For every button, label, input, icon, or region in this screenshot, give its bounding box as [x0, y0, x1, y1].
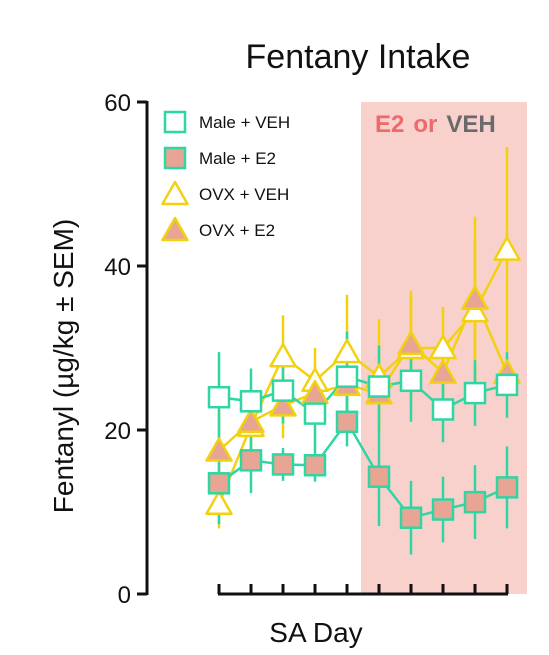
- legend-label-male-veh: Male + VEH: [199, 113, 290, 132]
- data-point-male-e2: [271, 453, 295, 476]
- data-point-male-e2: [367, 465, 391, 488]
- y-tick-label: 60: [104, 90, 131, 117]
- data-point-male-veh: [207, 385, 231, 409]
- series-lines: [217, 249, 509, 520]
- series-line-male-e2: [218, 419, 508, 520]
- data-point-male-e2: [431, 498, 455, 521]
- band-label: E2 or VEH: [375, 111, 496, 138]
- legend: Male + VEH Male + E2 OVX + VEH OVX + E2: [161, 110, 290, 242]
- y-axis-label: Fentanyl (µg/kg ± SEM): [48, 219, 79, 513]
- data-point-male-e2: [495, 476, 519, 499]
- data-point-male-e2: [239, 449, 263, 472]
- data-markers: [205, 236, 521, 529]
- data-point-male-veh: [335, 365, 359, 388]
- series-line-male-veh: [218, 375, 508, 416]
- axes: 0 20 40 60: [104, 90, 509, 609]
- data-point-male-veh: [239, 390, 263, 413]
- series-line-ovx-veh: [217, 249, 509, 505]
- series-line-ovx-e2: [218, 295, 509, 452]
- data-point-male-veh: [463, 381, 487, 405]
- data-point-ovx-veh: [429, 334, 457, 360]
- data-point-ovx-e2: [237, 408, 265, 434]
- data-point-male-e2: [303, 454, 327, 477]
- data-point-ovx-e2: [397, 330, 425, 356]
- legend-label-ovx-e2: OVX + E2: [199, 221, 275, 240]
- data-point-ovx-e2: [269, 392, 297, 417]
- data-point-male-veh: [367, 375, 391, 398]
- data-point-ovx-e2: [429, 359, 457, 384]
- data-point-male-e2: [207, 472, 231, 495]
- band-label-veh: VEH: [446, 111, 495, 138]
- data-point-male-veh: [303, 402, 327, 425]
- data-point-male-e2: [335, 410, 359, 434]
- data-point-male-veh: [495, 373, 519, 397]
- band-label-e2: E2: [375, 111, 404, 138]
- data-point-ovx-veh: [205, 490, 233, 516]
- legend-marker-ovx-veh: [161, 180, 189, 206]
- y-tick-label: 20: [104, 418, 131, 445]
- data-point-male-veh: [431, 398, 455, 421]
- data-point-male-veh: [399, 369, 423, 393]
- data-point-ovx-e2: [461, 285, 489, 311]
- legend-marker-ovx-e2: [161, 216, 189, 242]
- chart-title: Fentany Intake: [246, 38, 471, 76]
- legend-marker-male-veh: [163, 110, 187, 134]
- data-point-ovx-veh: [333, 338, 361, 364]
- x-axis-label: SA Day: [269, 617, 362, 648]
- band-label-or: or: [413, 111, 437, 138]
- data-point-ovx-veh: [493, 236, 521, 261]
- data-point-male-e2: [399, 506, 423, 529]
- y-tick-label: 0: [118, 582, 131, 609]
- data-point-ovx-e2: [205, 437, 233, 462]
- data-point-ovx-veh: [269, 342, 297, 368]
- legend-label-ovx-veh: OVX + VEH: [199, 185, 289, 204]
- legend-marker-male-e2: [163, 146, 187, 170]
- legend-label-male-e2: Male + E2: [199, 149, 276, 168]
- data-point-male-e2: [463, 490, 487, 514]
- data-point-ovx-veh: [461, 297, 489, 323]
- y-tick-label: 40: [104, 254, 131, 281]
- data-point-male-veh: [271, 379, 295, 402]
